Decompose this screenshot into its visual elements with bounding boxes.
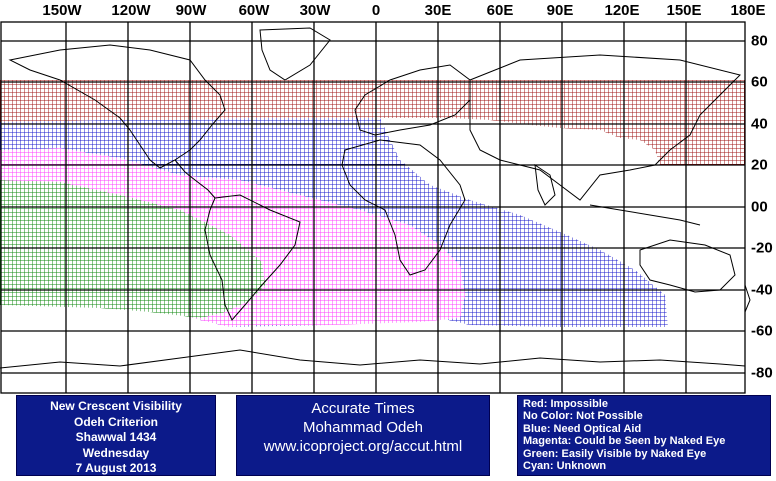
title-line: New Crescent Visibility: [50, 399, 182, 413]
lat-label-minus-60: -60: [751, 322, 773, 340]
legend-green: Green: Easily Visible by Naked Eye: [523, 447, 707, 460]
lon-label-150w: 150W: [42, 2, 82, 19]
color-legend-box: Red: Impossible No Color: Not Possible B…: [517, 395, 771, 476]
lon-label-60w: 60W: [238, 2, 270, 19]
lon-label-60e: 60E: [486, 2, 514, 19]
lon-label-150e: 150E: [666, 2, 702, 19]
author-name: Mohammad Odeh: [302, 419, 424, 436]
india-outline: [534, 163, 556, 206]
legend-no-color: No Color: Not Possible: [523, 410, 643, 423]
asia-outline: [469, 54, 741, 201]
south-america-outline: [204, 194, 301, 321]
graticule: [0, 21, 746, 394]
africa-outline: [341, 139, 466, 276]
criterion-line: Odeh Criterion: [73, 414, 158, 429]
central-america-outline: [174, 159, 216, 199]
accurate-times-box: Accurate Times Mohammad Odeh www.icoproj…: [236, 395, 490, 476]
legend-red: Red: Impossible: [523, 398, 608, 410]
lon-label-120w: 120W: [111, 2, 151, 19]
lat-label-40: 40: [751, 115, 768, 133]
lat-label-minus-80: -80: [751, 364, 773, 382]
indonesia-outline: [589, 204, 701, 226]
lon-label-120e: 120E: [604, 2, 640, 19]
greenland-outline: [259, 27, 331, 81]
title-box: New Crescent Visibility Odeh Criterion S…: [16, 395, 216, 476]
lon-label-30w: 30W: [299, 2, 331, 19]
lon-label-0: 0: [371, 2, 381, 19]
lat-label-60: 60: [751, 73, 768, 91]
lat-label-80: 80: [751, 32, 768, 50]
antarctica-outline: [0, 349, 746, 369]
lon-label-180e: 180E: [730, 2, 766, 19]
lat-label-minus-20: -20: [751, 239, 773, 257]
website-url[interactable]: www.icoproject.org/accut.html: [263, 438, 463, 455]
lon-label-30e: 30E: [424, 2, 452, 19]
new-zealand-outline: [744, 284, 751, 313]
month-line: Shawwal 1434: [75, 430, 157, 444]
legend-blue: Blue: Need Optical Aid: [523, 422, 642, 435]
date-line: 7 August 2013: [75, 461, 157, 475]
accurate-times-heading: Accurate Times: [311, 400, 415, 417]
lat-label-minus-40: -40: [751, 281, 773, 299]
legend-cyan: Cyan: Unknown: [523, 460, 607, 473]
weekday-line: Wednesday: [82, 445, 150, 460]
lat-label-0: 00: [751, 198, 768, 216]
zone-impossible: [0, 80, 745, 165]
lat-label-20: 20: [751, 156, 768, 174]
legend-magenta: Magenta: Could be Seen by Naked Eye: [523, 435, 726, 448]
lon-label-90e: 90E: [546, 2, 574, 19]
lon-label-90w: 90W: [175, 2, 207, 19]
